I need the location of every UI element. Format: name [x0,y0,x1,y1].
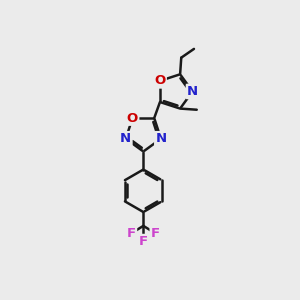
Text: N: N [187,85,198,98]
Text: F: F [151,227,160,240]
Text: O: O [127,112,138,124]
Text: F: F [127,227,136,240]
Text: N: N [120,132,131,145]
Text: O: O [154,74,166,87]
Text: N: N [155,132,167,145]
Text: F: F [139,235,148,248]
